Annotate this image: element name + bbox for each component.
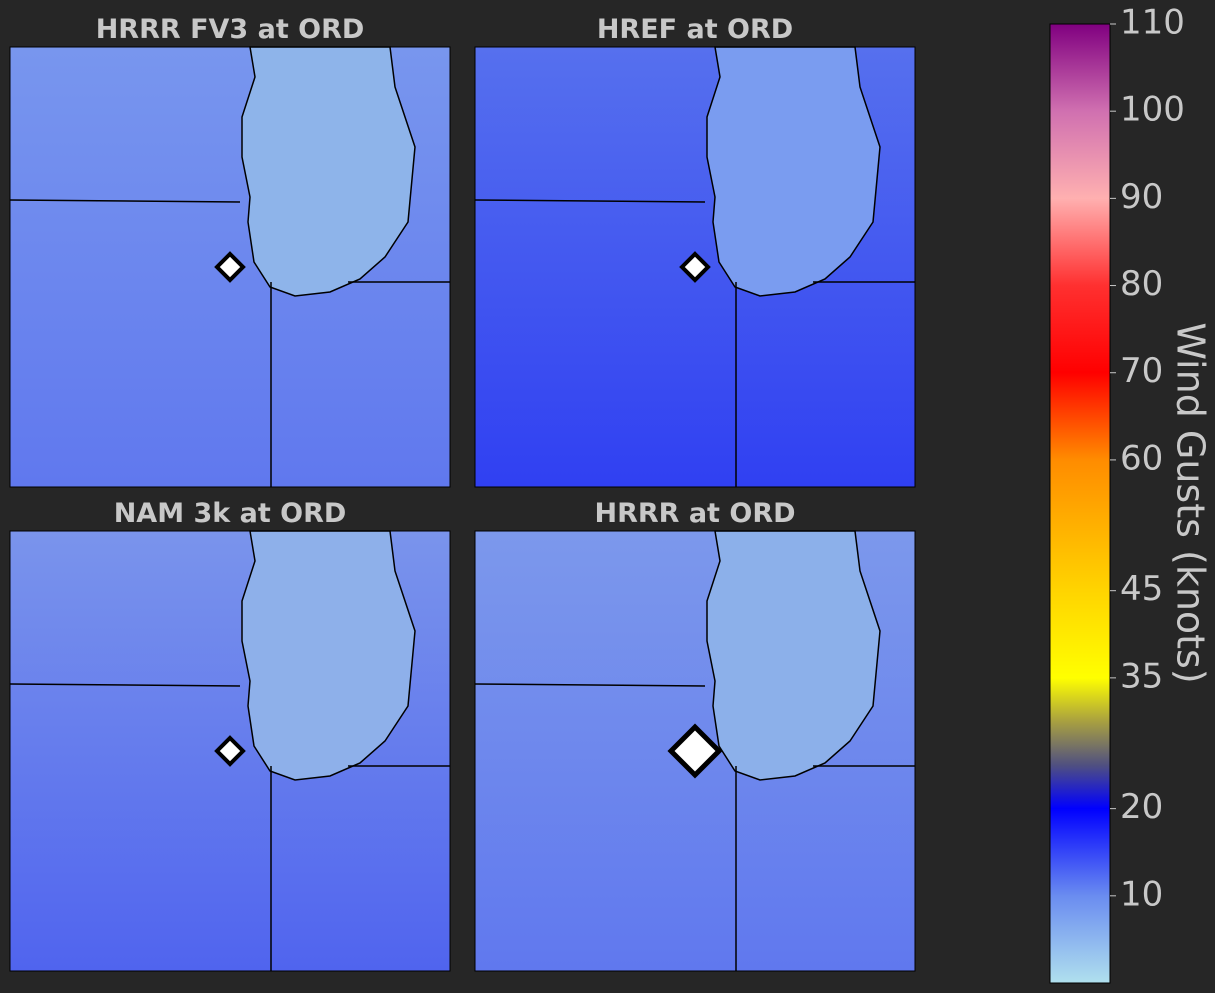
panel-frame [9,530,451,972]
colorbar-label: Wind Gusts (knots) [1169,322,1213,683]
map-panel [474,530,916,972]
colorbar [1049,23,1111,984]
state-border [474,199,915,487]
colorbar-tick-label: 10 [1120,874,1163,914]
station-marker [214,251,246,283]
map-panel [9,530,451,972]
colorbar-tick-label: 35 [1120,656,1163,696]
lake [706,46,881,297]
panel-title: HREF at ORD [597,14,793,45]
colorbar-tick-label: 80 [1120,264,1163,304]
lake [241,530,416,781]
colorbar-tick-label: 100 [1120,90,1185,130]
state-border [9,199,450,487]
colorbar-tick-label: 45 [1120,569,1163,609]
station-marker [667,723,723,779]
station-marker [214,735,246,767]
lake [241,46,416,297]
map-panel [9,46,451,488]
panel-frame [474,46,916,488]
colorbar-tick-label: 60 [1120,438,1163,478]
colorbar-tick-label: 90 [1120,177,1163,217]
panel-title: NAM 3k at ORD [114,498,347,529]
panel-frame [474,530,916,972]
panel-title: HRRR at ORD [594,498,795,529]
state-border [9,683,450,971]
panel-title: HRRR FV3 at ORD [96,14,365,45]
station-marker [679,251,711,283]
panel-frame [9,46,451,488]
colorbar-tick-label: 70 [1120,351,1163,391]
colorbar-tick-label: 20 [1120,787,1163,827]
lake [706,530,881,781]
state-border [474,683,915,971]
colorbar-tick-label: 110 [1120,3,1185,43]
map-panel [474,46,916,488]
